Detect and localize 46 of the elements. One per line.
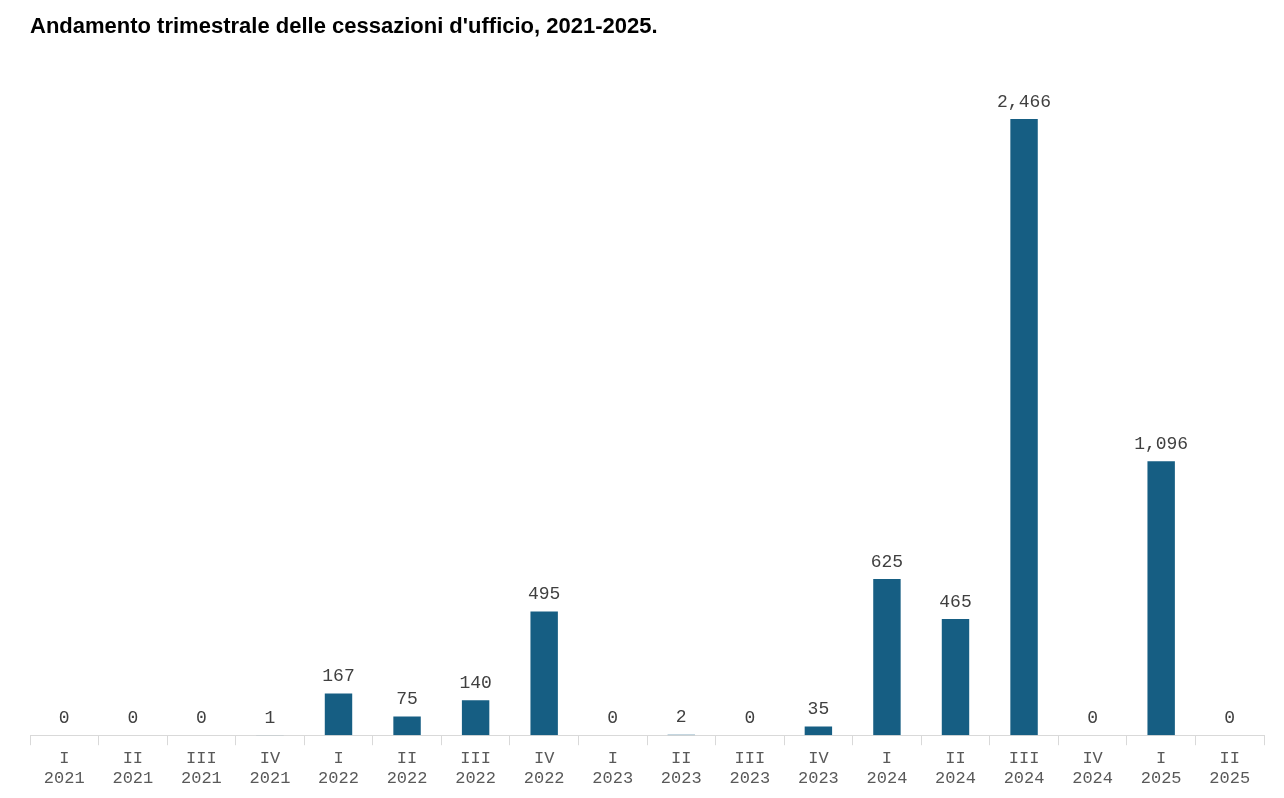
x-tick-label: III 2022 xyxy=(455,748,497,789)
x-tick-label: II 2022 xyxy=(386,748,428,789)
bar xyxy=(530,611,558,736)
x-tick-label: IV 2022 xyxy=(523,748,565,789)
bar xyxy=(461,700,490,736)
bar xyxy=(1010,118,1038,736)
data-label: 0 xyxy=(127,707,139,728)
bar xyxy=(804,726,833,736)
bar xyxy=(1147,461,1175,736)
x-tick-label: I 2024 xyxy=(866,748,908,789)
x-tick-label: III 2023 xyxy=(729,748,771,789)
data-label: 0 xyxy=(744,707,756,728)
data-label: 0 xyxy=(195,707,207,728)
x-tick-label: II 2025 xyxy=(1209,748,1251,789)
x-tick-label: IV 2024 xyxy=(1072,748,1114,789)
bar xyxy=(941,618,970,736)
bar xyxy=(873,579,901,736)
chart-title: Andamento trimestrale delle cessazioni d'ufficio, 2021-2025. xyxy=(30,13,658,39)
x-tick-label: III 2021 xyxy=(180,748,222,789)
data-label: 2 xyxy=(675,707,687,728)
x-tick-label: III 2024 xyxy=(1003,748,1045,789)
x-tick-label: II 2021 xyxy=(112,748,154,789)
data-label: 0 xyxy=(1224,707,1236,728)
data-label: 35 xyxy=(807,699,830,720)
data-label: 2,466 xyxy=(997,91,1052,112)
data-label: 75 xyxy=(396,689,418,710)
bar xyxy=(324,693,353,736)
data-label: 465 xyxy=(939,591,972,612)
x-tick-label: I 2023 xyxy=(592,748,634,789)
data-label: 1,096 xyxy=(1134,434,1189,455)
data-label: 0 xyxy=(58,707,70,728)
data-label: 495 xyxy=(527,584,561,605)
x-tick-label: I 2025 xyxy=(1140,748,1182,789)
x-tick-label: IV 2023 xyxy=(797,748,839,789)
data-label: 1 xyxy=(264,707,276,728)
data-label: 167 xyxy=(322,666,355,687)
x-tick-label: II 2023 xyxy=(660,748,702,789)
data-label: 625 xyxy=(870,551,904,572)
data-label: 0 xyxy=(607,707,619,728)
data-label: 140 xyxy=(459,672,492,693)
x-tick-label: I 2021 xyxy=(43,748,85,789)
data-label: 0 xyxy=(1087,707,1099,728)
x-tick-label: IV 2021 xyxy=(249,748,291,789)
x-tick-label: II 2024 xyxy=(935,748,976,789)
x-tick-label: I 2022 xyxy=(318,748,359,789)
bar xyxy=(393,716,421,736)
